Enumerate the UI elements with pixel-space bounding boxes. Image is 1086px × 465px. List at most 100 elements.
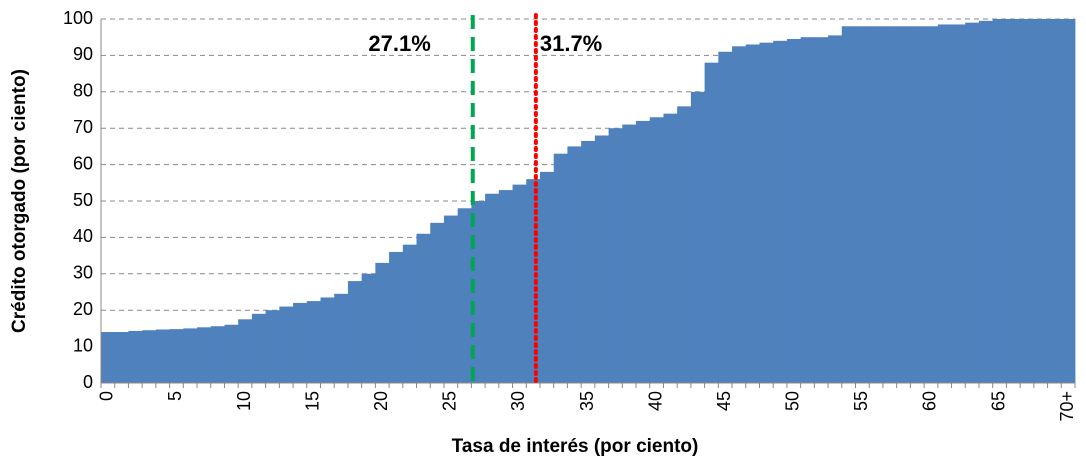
y-tick-label: 50	[73, 190, 93, 210]
bar	[869, 26, 884, 384]
bar	[224, 324, 239, 383]
y-tick-label: 10	[73, 335, 93, 355]
y-tick-label: 90	[73, 44, 93, 64]
bar	[306, 301, 321, 383]
x-tick-label: 45	[714, 391, 734, 411]
x-tick-label: 60	[920, 391, 940, 411]
bar	[320, 297, 335, 383]
x-tick-label: 50	[783, 391, 803, 411]
bar	[334, 293, 349, 383]
annotation-label: 27.1%	[368, 31, 430, 56]
x-tick-label: 30	[508, 391, 528, 411]
bar	[594, 135, 609, 383]
bar	[732, 46, 747, 384]
y-tick-label: 70	[73, 117, 93, 137]
bar	[416, 233, 431, 383]
bar	[375, 262, 390, 383]
x-axis-title: Tasa de interés (por ciento)	[452, 436, 699, 457]
bar	[978, 20, 994, 383]
bar	[155, 329, 170, 383]
x-tick-label: 55	[851, 391, 871, 411]
bar	[347, 281, 363, 383]
bar	[759, 42, 774, 383]
bar	[553, 153, 568, 383]
y-axis-title: Crédito otorgado (por ciento)	[9, 69, 30, 333]
y-tick-label: 100	[63, 8, 93, 28]
bar	[169, 329, 184, 383]
bar	[745, 44, 760, 383]
y-tick-label: 20	[73, 299, 93, 319]
bar	[690, 91, 706, 384]
x-tick-label: 65	[988, 391, 1008, 411]
bar	[539, 171, 555, 383]
bar	[114, 332, 129, 383]
bar	[293, 302, 308, 383]
bar	[800, 37, 815, 383]
bar	[526, 179, 541, 383]
y-tick-label: 40	[73, 226, 93, 246]
bar	[512, 184, 527, 383]
bar	[1061, 19, 1076, 383]
bar	[951, 24, 966, 384]
x-tick-label: 25	[440, 391, 460, 411]
x-tick-label: 35	[577, 391, 597, 411]
annotation-label: 31.7%	[540, 31, 602, 56]
bar	[773, 40, 788, 384]
bar	[677, 106, 692, 384]
bar	[581, 140, 596, 383]
bar	[882, 26, 898, 384]
bar	[498, 190, 513, 383]
y-tick-label: 60	[73, 153, 93, 173]
bar	[992, 19, 1007, 383]
bar	[855, 26, 870, 384]
bar	[457, 208, 472, 383]
bar	[896, 26, 911, 384]
bar	[183, 328, 198, 383]
bar	[663, 113, 678, 383]
x-tick-label: 70+	[1057, 391, 1077, 422]
y-tick-label: 0	[83, 372, 93, 392]
x-tick-label: 0	[97, 391, 117, 401]
bar	[251, 313, 267, 383]
bar	[636, 120, 651, 384]
bar	[430, 222, 445, 383]
bar	[567, 146, 582, 383]
bar	[471, 201, 486, 383]
bar	[361, 273, 376, 383]
bar	[210, 326, 225, 383]
bar	[197, 327, 212, 383]
bar	[704, 62, 719, 384]
bar	[265, 310, 280, 383]
y-tick-label: 80	[73, 81, 93, 101]
bar	[279, 306, 294, 383]
bar	[924, 26, 939, 384]
bar	[443, 215, 459, 383]
bar	[965, 22, 980, 383]
x-tick-label: 40	[645, 391, 665, 411]
bar	[142, 330, 157, 383]
bar	[828, 35, 843, 383]
x-tick-label: 20	[371, 391, 391, 411]
x-tick-label: 5	[165, 391, 185, 401]
bar	[814, 37, 829, 383]
x-tick-label: 10	[234, 391, 254, 411]
bar	[1006, 19, 1021, 383]
bar	[402, 244, 417, 383]
bar	[101, 332, 116, 383]
bar	[910, 26, 925, 384]
bar	[718, 51, 733, 383]
bar	[649, 117, 664, 383]
bar	[238, 319, 253, 383]
bar	[1047, 19, 1062, 383]
bar	[389, 251, 404, 383]
bar	[841, 26, 856, 384]
bar	[622, 124, 637, 383]
bar	[128, 330, 143, 383]
x-tick-label: 15	[302, 391, 322, 411]
bar	[937, 24, 952, 384]
bar	[485, 193, 500, 383]
bar	[786, 39, 802, 384]
y-tick-label: 30	[73, 263, 93, 283]
bar	[608, 128, 623, 383]
